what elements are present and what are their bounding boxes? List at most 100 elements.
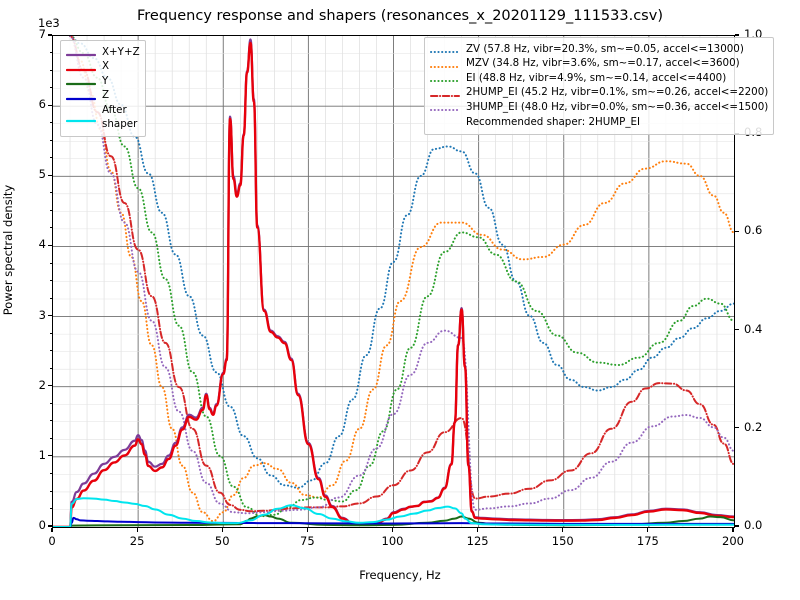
psd-curve-x bbox=[53, 41, 734, 527]
legend-item-label: X+Y+Z bbox=[102, 45, 140, 58]
grid-lines bbox=[53, 36, 734, 527]
y-axis-exponent-label: 1e3 bbox=[38, 16, 60, 30]
y-minor-tick bbox=[49, 437, 52, 439]
shaper-legend-label: ZV (57.8 Hz, vibr=20.3%, sm~=0.05, accel… bbox=[466, 42, 744, 55]
shaper-legend: ZV (57.8 Hz, vibr=20.3%, sm~=0.05, accel… bbox=[424, 37, 775, 135]
x-tick-mark bbox=[306, 528, 308, 532]
y-minor-tick bbox=[49, 420, 52, 422]
y-tick-label-right-0.2: 0.2 bbox=[744, 419, 763, 434]
x-tick-mark bbox=[391, 528, 394, 532]
y-tick-label-6: 6 bbox=[38, 97, 46, 112]
legend-line-swatch bbox=[65, 54, 97, 57]
shaper-legend-swatch-icon bbox=[430, 101, 460, 113]
legend-item-label: After shaper bbox=[102, 104, 138, 130]
legend-item-z[interactable]: Z bbox=[65, 89, 140, 104]
y-minor-tick bbox=[49, 192, 52, 194]
y-tick-label-right-0.6: 0.6 bbox=[744, 223, 763, 238]
legend-swatch-icon bbox=[65, 112, 97, 124]
shaper-legend-swatch-icon bbox=[430, 58, 460, 70]
legend-item-label: X bbox=[102, 60, 110, 73]
x-tick-label-200: 200 bbox=[722, 534, 744, 548]
shaper-legend-item-2hump_ei[interactable]: 2HUMP_EI (45.2 Hz, vibr=0.1%, sm~=0.26, … bbox=[430, 86, 768, 101]
y-tick-label-7: 7 bbox=[38, 27, 46, 41]
legend-line-swatch bbox=[65, 97, 97, 100]
x-tick-label-100: 100 bbox=[381, 534, 404, 548]
x-axis-label: Frequency, Hz bbox=[359, 568, 441, 582]
legend-line-swatch bbox=[430, 80, 460, 83]
shaper-legend-item-3hump_ei[interactable]: 3HUMP_EI (48.0 Hz, vibr=0.0%, sm~=0.36, … bbox=[430, 100, 768, 115]
y-minor-tick bbox=[49, 157, 52, 159]
y-tick-mark bbox=[48, 455, 52, 457]
legend-item-y[interactable]: Y bbox=[65, 74, 140, 89]
y-tick-label-right-0.4: 0.4 bbox=[744, 321, 763, 336]
y-minor-tick bbox=[49, 367, 52, 369]
series-legend: X+Y+Z X Y Z After shaper bbox=[60, 40, 146, 137]
x-tick-label-0: 0 bbox=[48, 534, 56, 548]
x-tick-mark bbox=[732, 528, 734, 532]
y-tick-mark-right bbox=[735, 329, 739, 331]
y-tick-mark bbox=[48, 34, 52, 36]
legend-item-x+y+z[interactable]: X+Y+Z bbox=[65, 45, 140, 60]
y-minor-tick bbox=[49, 122, 52, 124]
shaper-curve-mzv bbox=[69, 36, 734, 523]
legend-item-after-shaper[interactable]: After shaper bbox=[65, 103, 140, 132]
y-tick-label-0: 0 bbox=[38, 518, 46, 532]
x-tick-mark bbox=[221, 528, 223, 532]
recommended-shaper-note: Recommended shaper: 2HUMP_EI bbox=[466, 115, 641, 128]
y-tick-label-2: 2 bbox=[38, 377, 46, 392]
legend-item-x[interactable]: X bbox=[65, 60, 140, 75]
y-minor-tick bbox=[49, 209, 52, 211]
y-minor-tick bbox=[49, 262, 52, 264]
legend-item-label: Z bbox=[102, 89, 110, 102]
x-tick-label-150: 150 bbox=[551, 534, 574, 548]
legend-line-swatch bbox=[430, 65, 460, 68]
shaper-legend-label: 3HUMP_EI (48.0 Hz, vibr=0.0%, sm~=0.36, … bbox=[466, 100, 769, 113]
y-minor-tick bbox=[49, 139, 52, 141]
y-tick-mark bbox=[48, 385, 52, 387]
x-tick-label-75: 75 bbox=[300, 534, 315, 548]
y-tick-mark bbox=[48, 174, 52, 176]
y-minor-tick bbox=[49, 69, 52, 71]
y-tick-mark-right bbox=[735, 34, 739, 36]
y-minor-tick bbox=[49, 350, 52, 352]
y-tick-label-1: 1 bbox=[38, 447, 46, 462]
y-minor-tick bbox=[49, 472, 52, 474]
y-tick-mark bbox=[48, 314, 52, 317]
legend-swatch-icon bbox=[65, 90, 97, 102]
shaper-legend-item-ei[interactable]: EI (48.8 Hz, vibr=4.9%, sm~=0.14, accel<… bbox=[430, 71, 768, 86]
chart-title: Frequency response and shapers (resonanc… bbox=[137, 8, 663, 24]
y-minor-tick bbox=[49, 227, 52, 229]
y-minor-tick bbox=[49, 490, 52, 492]
y-tick-mark-right bbox=[735, 525, 739, 527]
y-tick-mark-right bbox=[735, 230, 739, 232]
x-tick-mark bbox=[647, 528, 649, 532]
shaper-curve-ei bbox=[69, 36, 734, 518]
shaper-curve-3hump_ei bbox=[69, 36, 734, 515]
x-tick-label-50: 50 bbox=[214, 534, 230, 548]
psd-curve-after-shaper bbox=[53, 497, 734, 527]
y-minor-tick bbox=[49, 280, 52, 281]
legend-line-swatch bbox=[430, 94, 460, 97]
legend-swatch-icon bbox=[65, 75, 97, 87]
y-tick-mark bbox=[48, 244, 52, 247]
shaper-legend-swatch-icon bbox=[430, 87, 460, 99]
legend-line-swatch bbox=[430, 109, 460, 112]
shaper-legend-item-zv[interactable]: ZV (57.8 Hz, vibr=20.3%, sm~=0.05, accel… bbox=[430, 42, 768, 57]
y-minor-tick bbox=[49, 332, 52, 334]
shaper-curve-2hump_ei bbox=[69, 36, 734, 513]
shaper-legend-item-mzv[interactable]: MZV (34.8 Hz, vibr=3.6%, sm~=0.17, accel… bbox=[430, 57, 768, 72]
legend-item-label: Y bbox=[102, 74, 109, 87]
shaper-legend-label: 2HUMP_EI (45.2 Hz, vibr=0.1%, sm~=0.26, … bbox=[466, 86, 769, 99]
x-tick-label-25: 25 bbox=[129, 534, 145, 548]
y-axis-label-left: Power spectral density bbox=[1, 184, 15, 316]
y-minor-tick bbox=[49, 52, 52, 54]
x-tick-mark bbox=[562, 528, 564, 532]
y-minor-tick bbox=[49, 508, 52, 509]
shaper-legend-label: MZV (34.8 Hz, vibr=3.6%, sm~=0.17, accel… bbox=[466, 57, 740, 70]
shaper-legend-swatch-icon bbox=[430, 72, 460, 84]
y-minor-tick bbox=[49, 402, 52, 404]
y-tick-label-5: 5 bbox=[38, 167, 46, 182]
x-tick-mark bbox=[51, 528, 53, 532]
shaper-legend-label: EI (48.8 Hz, vibr=4.9%, sm~=0.14, accel<… bbox=[466, 71, 727, 84]
shaper-curve-zv bbox=[69, 36, 734, 489]
